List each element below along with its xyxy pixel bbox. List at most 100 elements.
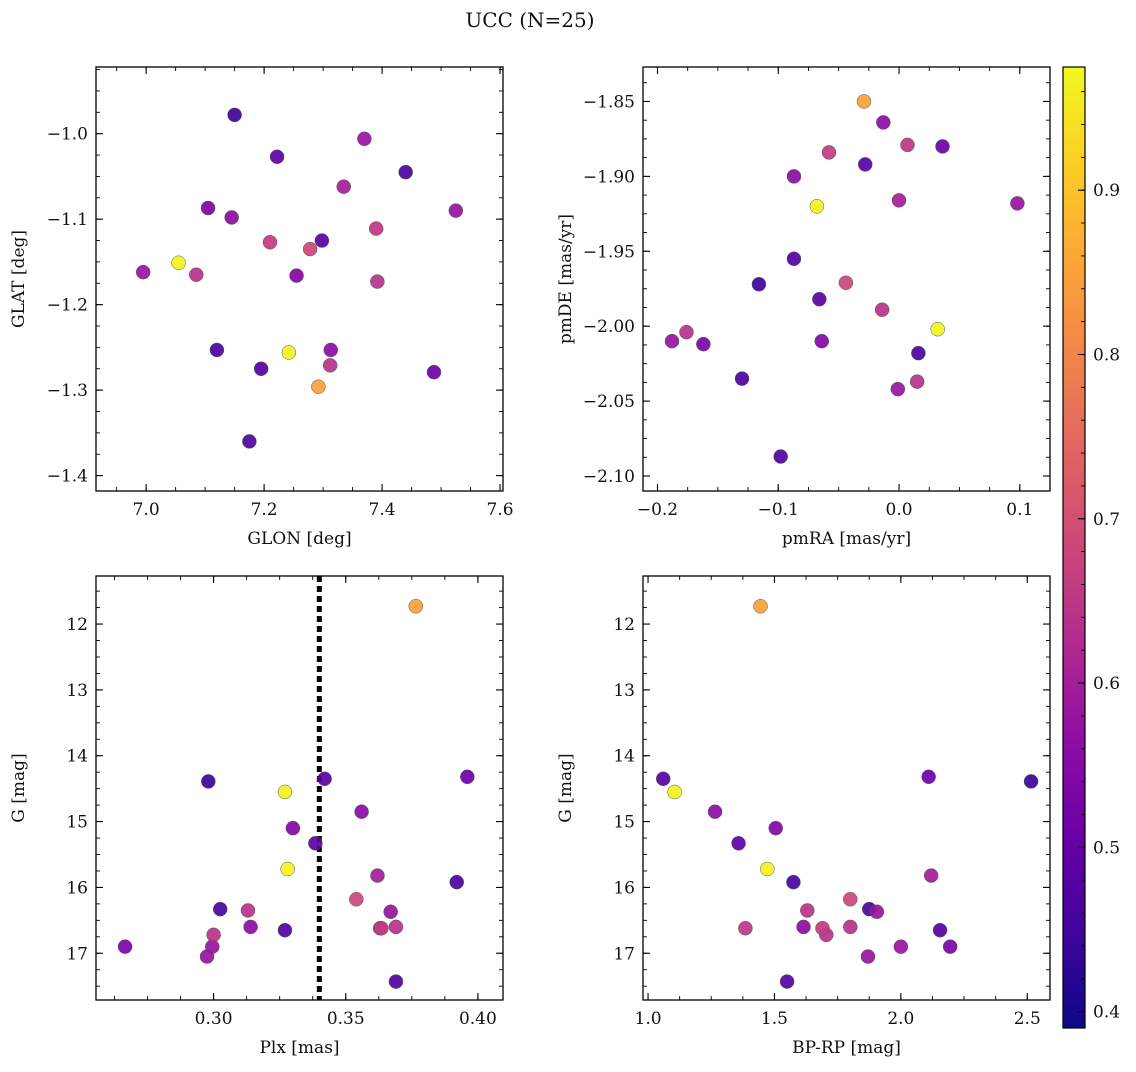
y-axis-label: pmDE [mas/yr] [556,214,576,344]
data-point [814,333,829,349]
data-point [117,939,133,954]
panel-plx-g: 0.30 0.35 0.40 12 13 14 15 16 17 Plx [mas] G [mag] [9,575,504,1058]
data-point [812,291,827,307]
data-point [224,210,239,225]
data-point [930,321,945,337]
y-tick-label: 12 [613,615,635,635]
data-point [212,901,228,917]
data-point [388,919,404,935]
data-point [893,939,909,954]
data-point [707,804,723,819]
data-point [209,342,225,358]
colorbar-tick-label: 0.8 [1093,345,1120,365]
axes-frame [642,66,1051,492]
data-point [909,374,925,389]
data-point [738,920,753,936]
x-tick-label: 0.30 [195,1009,233,1029]
axes-frame [642,575,1051,1001]
data-point [923,868,939,883]
data-point [876,115,891,130]
y-tick-label: −1.4 [47,467,88,487]
data-point [171,255,186,271]
colorbar-tick-label: 0.4 [1093,1003,1120,1023]
x-tick-label: 0.40 [459,1009,497,1029]
x-axis-label: BP-RP [mag] [792,1038,901,1058]
data-point [753,599,768,614]
data-point [449,874,464,890]
data-point [460,769,475,785]
x-tick-label: 7.0 [133,500,160,520]
y-axis-label: G [mag] [556,753,576,822]
y-tick-label: 17 [66,944,88,964]
data-point [302,241,318,257]
data-point [388,974,404,989]
panel-glon-glat: 7.0 7.2 7.4 7.6 −1.4 −1.3 −1.2 −1.1 −1.0 GLON [de… [9,66,514,549]
data-point [1010,196,1025,211]
y-tick-label: 17 [613,944,635,964]
data-point [201,774,216,789]
y-axis-label: G [mag] [9,753,29,822]
x-tick-label: 2.0 [887,1009,914,1029]
data-point [734,371,750,386]
data-point [383,904,398,920]
y-tick-label: 15 [66,813,88,833]
colorbar-tick-label: 0.5 [1093,838,1120,858]
data-point [227,107,242,123]
colorbar-gradient [1062,66,1086,1029]
data-point [285,820,301,836]
panel-bprp-g: 1.0 1.5 2.0 2.5 12 13 14 15 16 17 BP-RP [mag] G [ma… [556,575,1051,1058]
y-tick-label: 14 [66,747,88,767]
data-point [856,94,872,109]
data-point [786,874,801,890]
data-point [370,274,385,289]
data-point [869,904,885,920]
data-point [349,892,364,907]
y-tick-label: −1.90 [583,167,635,187]
x-tick-label: 1.0 [635,1009,662,1029]
x-tick-label: 1.5 [761,1009,788,1029]
data-point [942,939,958,954]
data-point [860,949,876,964]
data-point [843,919,858,935]
data-point [773,449,788,464]
x-tick-label: 0.1 [1006,500,1033,520]
data-point [448,203,464,218]
y-tick-label: 13 [66,681,88,701]
data-point [135,264,151,280]
data-point [874,302,890,317]
data-point [911,345,926,361]
axes-frame [95,575,504,1001]
data-point [200,200,216,216]
x-axis-label: Plx [mas] [259,1038,339,1058]
data-point [308,836,323,851]
y-axis-label: GLAT [deg] [9,230,29,328]
data-point [280,861,295,877]
x-tick-label: 7.2 [251,500,278,520]
y-tick-label: 14 [613,747,635,767]
data-point [821,145,837,160]
data-point [253,361,269,377]
data-point [935,139,950,154]
colorbar-tick-label: 0.7 [1093,510,1120,530]
data-point [768,820,783,836]
data-point [370,868,385,883]
colorbar: 0.4 0.5 0.6 0.7 0.8 0.9 [1062,66,1120,1029]
data-point [815,920,830,936]
x-tick-label: −0.2 [637,500,678,520]
data-point [843,892,858,907]
data-point [281,345,297,360]
data-point [322,358,338,373]
y-tick-label: −1.0 [47,125,88,145]
y-tick-label: −2.00 [583,317,635,337]
data-point [779,974,795,989]
colorbar-tick-label: 0.6 [1093,674,1120,694]
data-point [664,333,680,349]
x-axis-label: GLON [deg] [247,529,351,549]
data-point [289,268,304,283]
data-point [311,379,326,394]
data-point [667,784,682,800]
x-tick-label: 2.5 [1014,1009,1041,1029]
data-point [891,193,907,208]
data-point [206,927,221,943]
